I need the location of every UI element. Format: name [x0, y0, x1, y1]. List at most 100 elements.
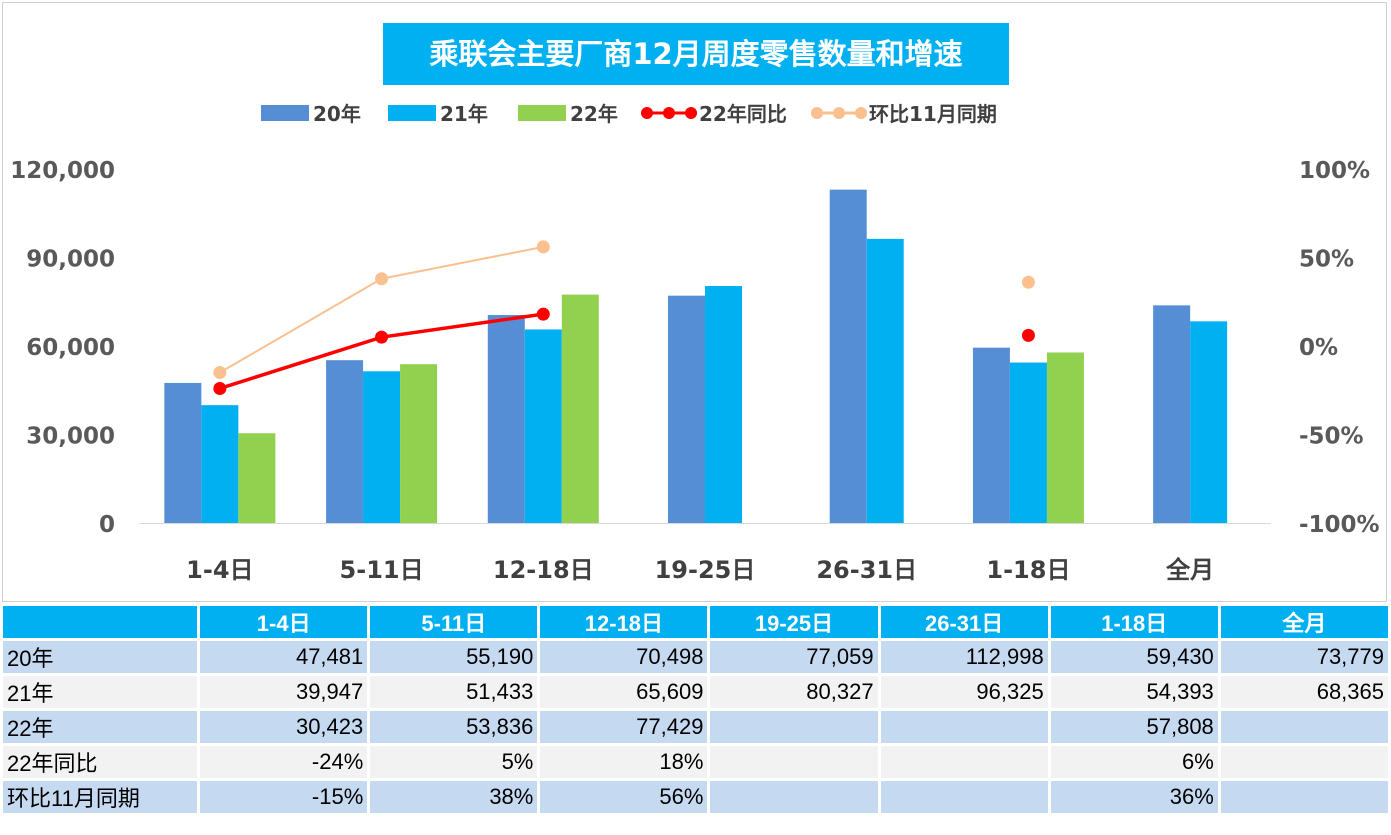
point-22年同比 [213, 381, 227, 395]
table-cell: 77,059 [710, 641, 878, 673]
table-cell: -15% [200, 781, 368, 813]
x-axis-tick-label: 全月 [1165, 556, 1214, 584]
right-axis-tick-label: 0% [1299, 335, 1338, 361]
table-cell [880, 711, 1048, 743]
point-环比11月同期 [1021, 275, 1035, 289]
point-22年同比 [536, 307, 550, 321]
table-cell [1220, 781, 1388, 813]
table-cell: 54,393 [1050, 676, 1218, 708]
legend-marker [811, 107, 823, 119]
table-cell: 30,423 [200, 711, 368, 743]
x-axis-tick-label: 19-25日 [655, 556, 756, 584]
legend-label: 21年 [440, 102, 488, 126]
bar-20年 [326, 360, 364, 523]
legend-label: 20年 [313, 102, 361, 126]
left-axis-tick-label: 90,000 [26, 247, 115, 273]
bar-21年 [363, 371, 401, 523]
table-header-cell: 1-18日 [1050, 606, 1218, 638]
chart-title: 乘联会主要厂商12月周度零售数量和增速 [429, 37, 962, 71]
bar-20年 [668, 295, 705, 523]
table-cell: 73,779 [1220, 641, 1388, 673]
table-cell: 6% [1050, 746, 1218, 778]
table-cell: 53,836 [370, 711, 538, 743]
left-axis-tick-label: 120,000 [10, 158, 115, 184]
table-header-cell: 12-18日 [540, 606, 708, 638]
legend-marker [685, 107, 697, 119]
bar-21年 [524, 329, 562, 523]
bar-21年 [866, 238, 904, 523]
right-axis-tick-label: 50% [1299, 247, 1354, 273]
legend-marker [663, 107, 675, 119]
legend-swatch [388, 105, 436, 121]
table-cell [1220, 746, 1388, 778]
chart-area: 乘联会主要厂商12月周度零售数量和增速 20年 21年 22年 22年同比 环比11月同期… [2, 2, 1387, 602]
chart-svg: 乘联会主要厂商12月周度零售数量和增速 20年 21年 22年 22年同比 环比11月同期… [10, 23, 1380, 584]
table-cell: 47,481 [200, 641, 368, 673]
table-cell [710, 711, 878, 743]
bar-21年 [201, 405, 239, 523]
bar-22年 [561, 294, 599, 523]
point-环比11月同期 [375, 272, 389, 286]
table-cell: 18% [540, 746, 708, 778]
x-axis-tick-label: 12-18日 [493, 556, 594, 584]
right-axis-tick-label: 100% [1299, 158, 1370, 184]
x-axis-tick-label: 1-18日 [986, 556, 1070, 584]
table-row: 22年 30,423 53,836 77,429 57,808 [3, 711, 1388, 743]
legend-marker [855, 107, 867, 119]
left-axis-tick-label: 0 [99, 512, 115, 538]
table-cell: 80,327 [710, 676, 878, 708]
table-cell: 39,947 [200, 676, 368, 708]
bar-20年 [1153, 305, 1191, 523]
title-box [383, 23, 1009, 85]
bar-21年 [705, 286, 742, 523]
bar-20年 [829, 189, 867, 524]
legend-swatch [518, 105, 566, 121]
table-header-row: 1-4日 5-11日 12-18日 19-25日 26-31日 1-18日 全月 [3, 606, 1388, 638]
table-header-cell: 19-25日 [710, 606, 878, 638]
table-cell [710, 781, 878, 813]
table-row: 20年 47,481 55,190 70,498 77,059 112,998 … [3, 641, 1388, 673]
point-环比11月同期 [536, 240, 550, 254]
legend-marker [833, 107, 845, 119]
table-header-cell: 26-31日 [880, 606, 1048, 638]
table-row: 21年 39,947 51,433 65,609 80,327 96,325 5… [3, 676, 1388, 708]
table-cell [880, 746, 1048, 778]
row-label: 21年 [3, 676, 198, 708]
bar-22年 [400, 364, 438, 523]
table-cell: 65,609 [540, 676, 708, 708]
row-label: 22年同比 [3, 746, 198, 778]
bar-22年 [238, 433, 276, 523]
bar-21年 [1009, 362, 1047, 523]
table-cell [1220, 711, 1388, 743]
table-cell: 36% [1050, 781, 1218, 813]
point-22年同比 [375, 330, 389, 344]
bar-20年 [972, 347, 1010, 523]
table-cell [710, 746, 878, 778]
data-table: 1-4日 5-11日 12-18日 19-25日 26-31日 1-18日 全月… [0, 603, 1391, 816]
table-cell: 55,190 [370, 641, 538, 673]
legend-swatch [261, 105, 309, 121]
bar-21年 [1190, 321, 1228, 523]
table-cell: 77,429 [540, 711, 708, 743]
table-row: 22年同比 -24% 5% 18% 6% [3, 746, 1388, 778]
table-cell: 38% [370, 781, 538, 813]
legend-label: 22年同比 [699, 102, 787, 126]
legend-marker [641, 107, 653, 119]
row-label: 环比11月同期 [3, 781, 198, 813]
table-row: 环比11月同期 -15% 38% 56% 36% [3, 781, 1388, 813]
table-cell: 96,325 [880, 676, 1048, 708]
table-header-cell: 5-11日 [370, 606, 538, 638]
legend-label: 22年 [570, 102, 618, 126]
table-cell: 112,998 [880, 641, 1048, 673]
bar-20年 [164, 382, 202, 523]
left-axis-tick-label: 60,000 [26, 335, 115, 361]
left-axis-tick-label: 30,000 [26, 424, 115, 450]
point-22年同比 [1021, 328, 1035, 342]
table-header-cell [3, 606, 198, 638]
row-label: 20年 [3, 641, 198, 673]
table-cell: 57,808 [1050, 711, 1218, 743]
x-axis-tick-label: 5-11日 [340, 556, 424, 584]
legend-label: 环比11月同期 [869, 102, 997, 126]
table-cell: -24% [200, 746, 368, 778]
right-axis-tick-label: -100% [1299, 512, 1380, 538]
